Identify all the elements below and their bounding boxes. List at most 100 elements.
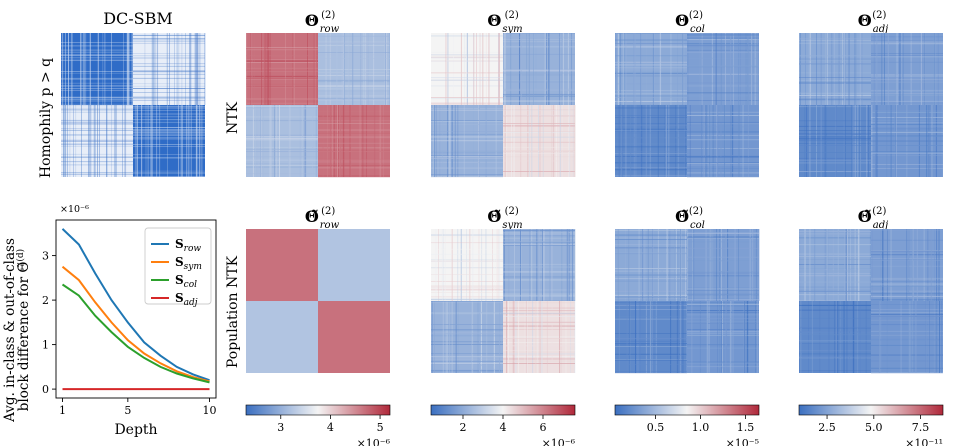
block-cell bbox=[615, 33, 687, 105]
stripe bbox=[878, 301, 880, 373]
stripe bbox=[730, 301, 732, 373]
stripe bbox=[190, 105, 192, 177]
stripe bbox=[318, 164, 390, 166]
stripe bbox=[88, 105, 89, 177]
stripe bbox=[833, 33, 835, 105]
stripe bbox=[615, 237, 687, 239]
stripe bbox=[699, 33, 701, 105]
stripe bbox=[431, 79, 503, 81]
stripe bbox=[336, 33, 338, 105]
stripe bbox=[799, 143, 871, 144]
stripe bbox=[937, 33, 939, 105]
stripe bbox=[431, 344, 503, 345]
stripe bbox=[910, 33, 912, 105]
stripe bbox=[687, 34, 759, 36]
stripe bbox=[799, 343, 871, 344]
stripe bbox=[738, 33, 739, 105]
stripe bbox=[687, 164, 759, 166]
stripe bbox=[444, 229, 446, 301]
stripe bbox=[615, 359, 687, 361]
stripe bbox=[629, 301, 631, 373]
stripe bbox=[799, 136, 871, 138]
stripe bbox=[252, 105, 254, 177]
colorbar-tick-label: 7.5 bbox=[912, 421, 930, 434]
block-cell bbox=[61, 105, 133, 177]
stripe bbox=[799, 326, 871, 328]
stripe bbox=[61, 49, 133, 51]
stripe bbox=[431, 140, 503, 142]
stripe bbox=[318, 52, 390, 53]
stripe bbox=[615, 153, 687, 155]
stripe bbox=[133, 157, 205, 158]
stripe bbox=[900, 301, 902, 373]
heatmap-dcsbm bbox=[61, 33, 206, 177]
stripe bbox=[656, 301, 657, 373]
stripe bbox=[498, 33, 500, 105]
stripe bbox=[934, 301, 936, 373]
line-chart-ylabel-line1: Avg. in-class & out-of-class bbox=[2, 238, 18, 423]
stripe bbox=[871, 123, 943, 125]
stripe bbox=[141, 105, 143, 177]
stripe bbox=[687, 237, 759, 239]
stripe bbox=[537, 229, 539, 301]
stripe bbox=[318, 147, 390, 149]
stripe bbox=[642, 229, 644, 301]
stripe bbox=[871, 128, 943, 130]
stripe bbox=[871, 56, 943, 58]
stripe bbox=[799, 82, 871, 84]
stripe bbox=[569, 229, 570, 301]
stripe bbox=[799, 162, 871, 164]
stripe bbox=[871, 330, 943, 332]
stripe bbox=[799, 291, 871, 292]
stripe bbox=[503, 338, 575, 339]
stripe bbox=[318, 158, 390, 160]
stripe bbox=[503, 300, 575, 302]
stripe bbox=[615, 129, 687, 131]
stripe bbox=[687, 271, 759, 272]
stripe bbox=[939, 229, 940, 301]
stripe bbox=[799, 371, 871, 373]
legend-label: Sadj bbox=[175, 291, 198, 308]
stripe bbox=[337, 105, 338, 177]
stripe bbox=[431, 248, 503, 250]
top-title-1: Θrow(2) bbox=[305, 10, 340, 35]
stripe bbox=[615, 97, 687, 98]
stripe bbox=[687, 260, 759, 262]
stripe bbox=[133, 92, 205, 93]
stripe bbox=[814, 229, 816, 301]
stripe bbox=[246, 79, 318, 80]
stripe bbox=[896, 33, 898, 105]
stripe bbox=[923, 229, 925, 301]
stripe bbox=[123, 33, 124, 105]
stripe bbox=[61, 134, 133, 136]
stripe bbox=[615, 278, 687, 279]
stripe bbox=[431, 285, 503, 287]
stripe bbox=[513, 105, 515, 177]
colorbar-tick-label: 0.5 bbox=[647, 421, 665, 434]
stripe bbox=[133, 127, 205, 128]
stripe bbox=[634, 33, 636, 105]
stripe bbox=[167, 105, 168, 177]
stripe bbox=[124, 105, 125, 177]
stripe bbox=[352, 33, 354, 105]
stripe bbox=[691, 301, 693, 373]
stripe bbox=[544, 33, 546, 105]
stripe bbox=[819, 301, 821, 373]
stripe bbox=[687, 36, 759, 38]
stripe bbox=[615, 130, 687, 132]
stripe bbox=[566, 229, 568, 301]
stripe bbox=[687, 241, 759, 243]
stripe bbox=[619, 33, 621, 105]
stripe bbox=[194, 33, 195, 105]
stripe bbox=[799, 309, 871, 311]
stripe bbox=[703, 105, 705, 177]
colorbar-gradient bbox=[245, 404, 391, 416]
stripe bbox=[434, 105, 435, 177]
stripe bbox=[871, 315, 943, 317]
stripe bbox=[350, 105, 352, 177]
stripe bbox=[615, 95, 687, 97]
stripe bbox=[181, 105, 183, 177]
stripe bbox=[431, 296, 503, 298]
stripe bbox=[133, 55, 205, 57]
stripe bbox=[687, 126, 759, 128]
